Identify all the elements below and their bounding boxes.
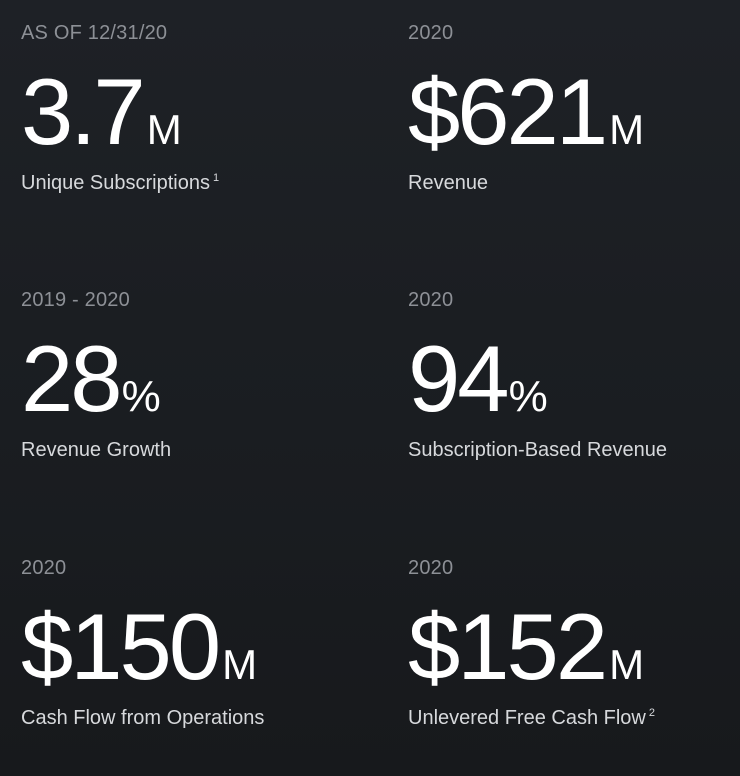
stat-number: 3.7 bbox=[21, 59, 146, 164]
stat-label-text: Unlevered Free Cash Flow bbox=[408, 707, 646, 729]
stat-number: 28 bbox=[21, 326, 123, 431]
stat-value: $150M bbox=[21, 591, 361, 703]
stat-cash-flow-from-operations: 2020 $150M Cash Flow from Operations bbox=[21, 553, 361, 733]
stat-period: 2019 - 2020 bbox=[21, 289, 130, 311]
footnote-marker: 2 bbox=[648, 707, 655, 720]
stat-number: $150 bbox=[21, 594, 221, 699]
stat-unit: M bbox=[609, 106, 645, 153]
stat-unique-subscriptions: AS OF 12/31/20 3.7M Unique Subscriptions… bbox=[21, 18, 361, 198]
stat-period: 2020 bbox=[408, 557, 454, 579]
stat-period: 2020 bbox=[408, 22, 454, 44]
stat-unit: M bbox=[146, 106, 182, 153]
stat-label-text: Unique Subscriptions bbox=[21, 172, 210, 194]
stat-value: 3.7M bbox=[21, 56, 361, 168]
stat-revenue-growth: 2019 - 2020 28% Revenue Growth bbox=[21, 285, 361, 465]
stat-unit: % bbox=[508, 372, 548, 421]
stat-label-text: Revenue Growth bbox=[21, 439, 172, 461]
stat-label: Cash Flow from Operations bbox=[21, 703, 361, 733]
stat-label-text: Subscription-Based Revenue bbox=[408, 439, 668, 461]
stat-unit: % bbox=[121, 372, 161, 421]
stat-subscription-based-revenue: 2020 94% Subscription-Based Revenue bbox=[408, 285, 738, 465]
stat-value: 28% bbox=[21, 323, 361, 435]
stat-label-text: Revenue bbox=[408, 172, 489, 194]
stat-period: 2020 bbox=[21, 557, 67, 579]
stat-number: $621 bbox=[408, 59, 608, 164]
stat-number: $152 bbox=[408, 594, 608, 699]
footnote-marker: 1 bbox=[213, 172, 220, 185]
stat-unit: M bbox=[222, 641, 258, 688]
stat-period: 2020 bbox=[408, 289, 454, 311]
stat-label: Subscription-Based Revenue bbox=[408, 435, 738, 465]
stat-value: $621M bbox=[408, 56, 738, 168]
stat-revenue: 2020 $621M Revenue bbox=[408, 18, 738, 198]
stat-label: Revenue Growth bbox=[21, 435, 361, 465]
stat-value: 94% bbox=[408, 323, 738, 435]
stat-period: AS OF 12/31/20 bbox=[21, 22, 168, 44]
stat-label: Unique Subscriptions 1 bbox=[21, 168, 361, 198]
stat-label-text: Cash Flow from Operations bbox=[21, 707, 265, 729]
stat-label: Unlevered Free Cash Flow 2 bbox=[408, 703, 738, 733]
stat-number: 94 bbox=[408, 326, 510, 431]
stat-label: Revenue bbox=[408, 168, 738, 198]
stat-unlevered-free-cash-flow: 2020 $152M Unlevered Free Cash Flow 2 bbox=[408, 553, 738, 733]
stat-unit: M bbox=[609, 641, 645, 688]
stat-value: $152M bbox=[408, 591, 738, 703]
